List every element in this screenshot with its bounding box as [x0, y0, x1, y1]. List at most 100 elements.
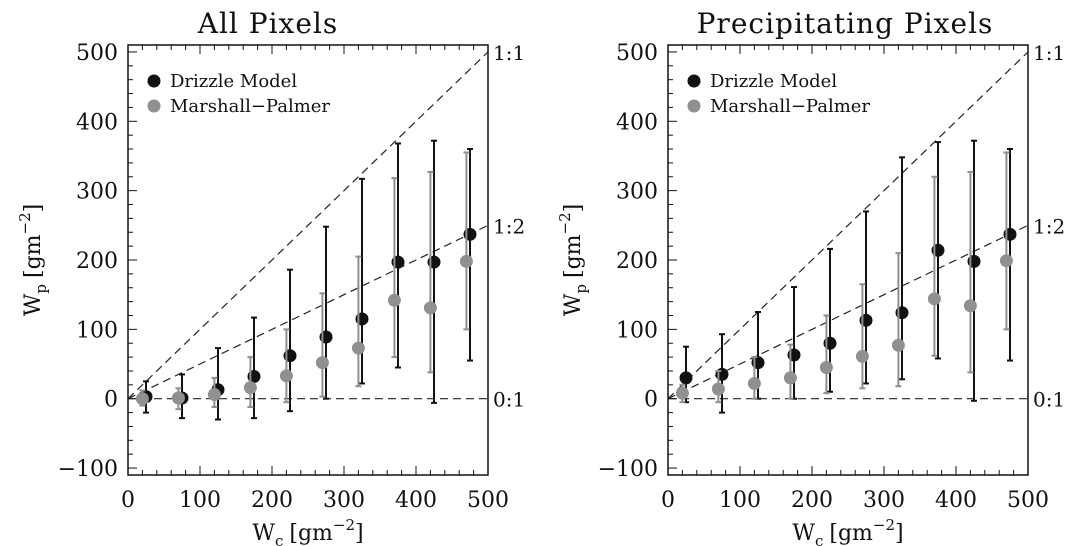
data-point-marshall-palmer [747, 376, 761, 390]
chart-title: Precipitating Pixels [697, 7, 994, 40]
x-axis-unit-exponent: −2 [333, 516, 355, 534]
x-axis-unit: [gm [829, 521, 873, 546]
legend-label-drizzle-model: Drizzle Model [170, 71, 297, 92]
data-point-marshall-palmer [279, 369, 293, 383]
y-tick-label: 300 [616, 180, 658, 205]
legend: Drizzle Model Marshall−Palmer [687, 71, 870, 117]
y-tick-label: 400 [76, 110, 118, 135]
x-axis-unit-exponent: −2 [873, 516, 895, 534]
data-point-marshall-palmer [207, 388, 221, 402]
legend-label-drizzle-model: Drizzle Model [710, 71, 837, 92]
y-tick-label: 300 [76, 180, 118, 205]
ratio-label: 1:1 [493, 41, 525, 65]
y-axis-subscript: p [572, 284, 590, 294]
data-point-marshall-palmer [459, 254, 473, 268]
x-tick-label: 0 [121, 488, 135, 513]
legend: Drizzle Model Marshall−Palmer [147, 71, 330, 117]
y-tick-label: 500 [76, 41, 118, 66]
x-tick-label: 200 [791, 488, 833, 513]
reference-line-1-2 [127, 224, 489, 400]
y-tick-label: 500 [616, 41, 658, 66]
y-tick-label: −100 [58, 457, 118, 482]
x-tick-label: 400 [935, 488, 977, 513]
x-tick-label: 200 [251, 488, 293, 513]
y-tick-labels: −100 0 100 200 300 400 500 [598, 41, 658, 482]
y-axis-symbol: W [561, 293, 586, 316]
legend-label-marshall-palmer: Marshall−Palmer [170, 96, 330, 117]
y-axis-unit-close: ] [21, 204, 46, 213]
y-tick-label: 200 [76, 249, 118, 274]
ratio-label: 1:1 [1033, 41, 1065, 65]
x-tick-label: 100 [719, 488, 761, 513]
y-tick-label: 0 [644, 388, 658, 413]
x-axis-label: Wc [gm−2] [792, 516, 903, 546]
chart-title: All Pixels [197, 7, 339, 40]
data-point-marshall-palmer [711, 382, 725, 396]
data-point-marshall-palmer [999, 254, 1013, 268]
reference-line-1-2 [667, 224, 1029, 400]
y-axis-unit: [gm [561, 234, 586, 278]
y-tick-label: 100 [76, 318, 118, 343]
data-point-marshall-palmer [171, 391, 185, 405]
x-tick-label: 300 [323, 488, 365, 513]
ratio-label: 0:1 [1033, 388, 1065, 412]
ratio-label: 1:2 [1033, 214, 1065, 238]
data-point-marshall-palmer [963, 299, 977, 313]
x-axis-label: Wc [gm−2] [252, 516, 363, 546]
y-axis-label: Wp [gm−2] [16, 204, 50, 316]
reference-line-1-1 [667, 51, 1029, 400]
x-tick-label: 400 [395, 488, 437, 513]
ratio-label: 0:1 [493, 388, 525, 412]
x-axis-subscript: c [815, 532, 823, 546]
data-point-marshall-palmer [675, 386, 689, 400]
x-tick-label: 0 [661, 488, 675, 513]
y-axis-unit-exponent: −2 [16, 212, 34, 234]
legend-marker-marshall-palmer [687, 99, 701, 113]
reference-line-1-1 [127, 51, 489, 400]
x-axis-symbol: W [252, 521, 275, 546]
data-point-marshall-palmer [243, 381, 257, 395]
y-axis-unit-close: ] [561, 204, 586, 213]
data-point-marshall-palmer [135, 392, 149, 406]
legend-label-marshall-palmer: Marshall−Palmer [710, 96, 870, 117]
y-axis-unit-exponent: −2 [556, 212, 574, 234]
data-point-drizzle-model [679, 371, 693, 385]
y-tick-label: 400 [616, 110, 658, 135]
data-point-marshall-palmer [819, 361, 833, 374]
data-point-marshall-palmer [855, 349, 869, 363]
data-points [135, 139, 477, 421]
ratio-labels: 1:1 1:2 0:1 [1033, 41, 1065, 412]
x-tick-labels: 0 100 200 300 400 500 [121, 488, 509, 513]
legend-marker-marshall-palmer [147, 99, 161, 113]
x-axis-symbol: W [792, 521, 815, 546]
y-tick-label: 200 [616, 249, 658, 274]
tick-marks [127, 45, 489, 475]
data-point-marshall-palmer [351, 341, 365, 355]
ratio-label: 1:2 [493, 214, 525, 238]
x-tick-labels: 0 100 200 300 400 500 [661, 488, 1049, 513]
x-axis-unit-close: ] [895, 521, 904, 546]
y-tick-label: 100 [616, 318, 658, 343]
data-point-marshall-palmer [927, 292, 941, 306]
y-tick-labels: −100 0 100 200 300 400 500 [58, 41, 118, 482]
y-tick-label: −100 [598, 457, 658, 482]
x-axis-unit: [gm [289, 521, 333, 546]
x-tick-label: 500 [1007, 488, 1049, 513]
y-axis-subscript: p [32, 284, 50, 294]
data-points [675, 139, 1017, 414]
data-point-marshall-palmer [783, 371, 797, 385]
x-tick-label: 500 [467, 488, 509, 513]
y-axis-unit: [gm [21, 234, 46, 278]
x-tick-label: 300 [863, 488, 905, 513]
x-axis-subscript: c [275, 532, 283, 546]
data-point-marshall-palmer [891, 338, 905, 352]
x-tick-label: 100 [179, 488, 221, 513]
data-point-marshall-palmer [423, 301, 437, 315]
legend-marker-drizzle-model [687, 74, 701, 88]
chart-panel-precipitating-pixels: Precipitating Pixels 0 100 200 300 400 500 −1… [556, 7, 1065, 546]
reference-lines [667, 51, 1029, 400]
x-axis-unit-close: ] [355, 521, 364, 546]
y-axis-label: Wp [gm−2] [556, 204, 590, 316]
